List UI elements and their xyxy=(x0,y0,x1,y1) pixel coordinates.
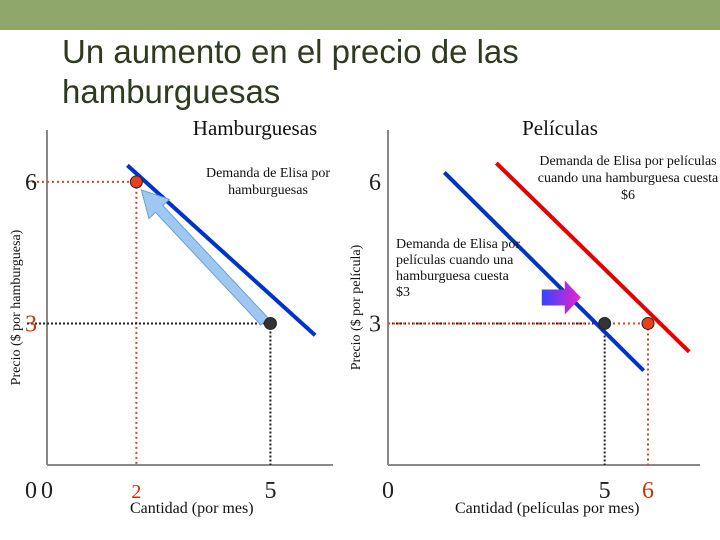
hamburgers-demand-line-0 xyxy=(126,163,317,337)
movies-point-1 xyxy=(641,316,655,330)
hamburgers-y-tick-3: 3 xyxy=(25,311,37,337)
movies-chart: Películas Cantidad (películas por mes) Pre… xyxy=(349,116,719,517)
movies-y-tick-3: 3 xyxy=(369,311,381,337)
movies-point-0 xyxy=(598,316,612,330)
movies-demand-line-0 xyxy=(442,171,646,373)
movies-demand-label-0: Demanda de Elisa por películas cuando una… xyxy=(396,237,520,300)
demand-shift-arrow xyxy=(541,280,581,315)
movies-demand-line-1 xyxy=(494,161,691,354)
movies-y-axis-label: Precio ($ por película) xyxy=(349,244,364,370)
hamburgers-point-1 xyxy=(263,316,277,330)
movies-demand-label-1: Demanda de Elisa por películas cuando una… xyxy=(538,154,719,203)
movies-x-tick-5: 5 xyxy=(599,478,611,504)
hamburgers-y-tick-6: 6 xyxy=(25,170,37,196)
movement-along-demand-arrow xyxy=(140,189,269,326)
slide-title: Un aumento en el precio de las hamburgue… xyxy=(62,33,519,110)
movies-x-tick-0: 0 xyxy=(382,478,394,504)
hamburgers-point-0 xyxy=(129,175,143,189)
movies-chart-title: Películas xyxy=(522,116,598,140)
movies-x-axis-label: Cantidad (películas por mes) xyxy=(455,500,639,517)
movies-y-tick-6: 6 xyxy=(369,170,381,196)
movies-x-tick-6: 6 xyxy=(642,478,654,504)
hamburgers-y-axis-label: Precio ($ por hamburguesa) xyxy=(9,229,24,385)
hamburgers-x-tick-0: 0 xyxy=(41,478,53,504)
slide-top-bar xyxy=(0,0,720,30)
hamburgers-x-axis-label: Cantidad (por mes) xyxy=(130,500,254,517)
hamburgers-x-tick-5: 5 xyxy=(264,478,276,504)
hamburgers-demand-label-0: Demanda de Elisa por hamburguesas xyxy=(206,166,330,198)
hamburgers-chart-title: Hamburguesas xyxy=(193,116,317,140)
hamburgers-chart: Hamburguesas Cantidad (por mes) Precio ($ … xyxy=(9,116,333,517)
hamburgers-x-tick-2: 2 xyxy=(131,481,141,503)
hamburgers-y-tick-0: 0 xyxy=(25,478,37,504)
